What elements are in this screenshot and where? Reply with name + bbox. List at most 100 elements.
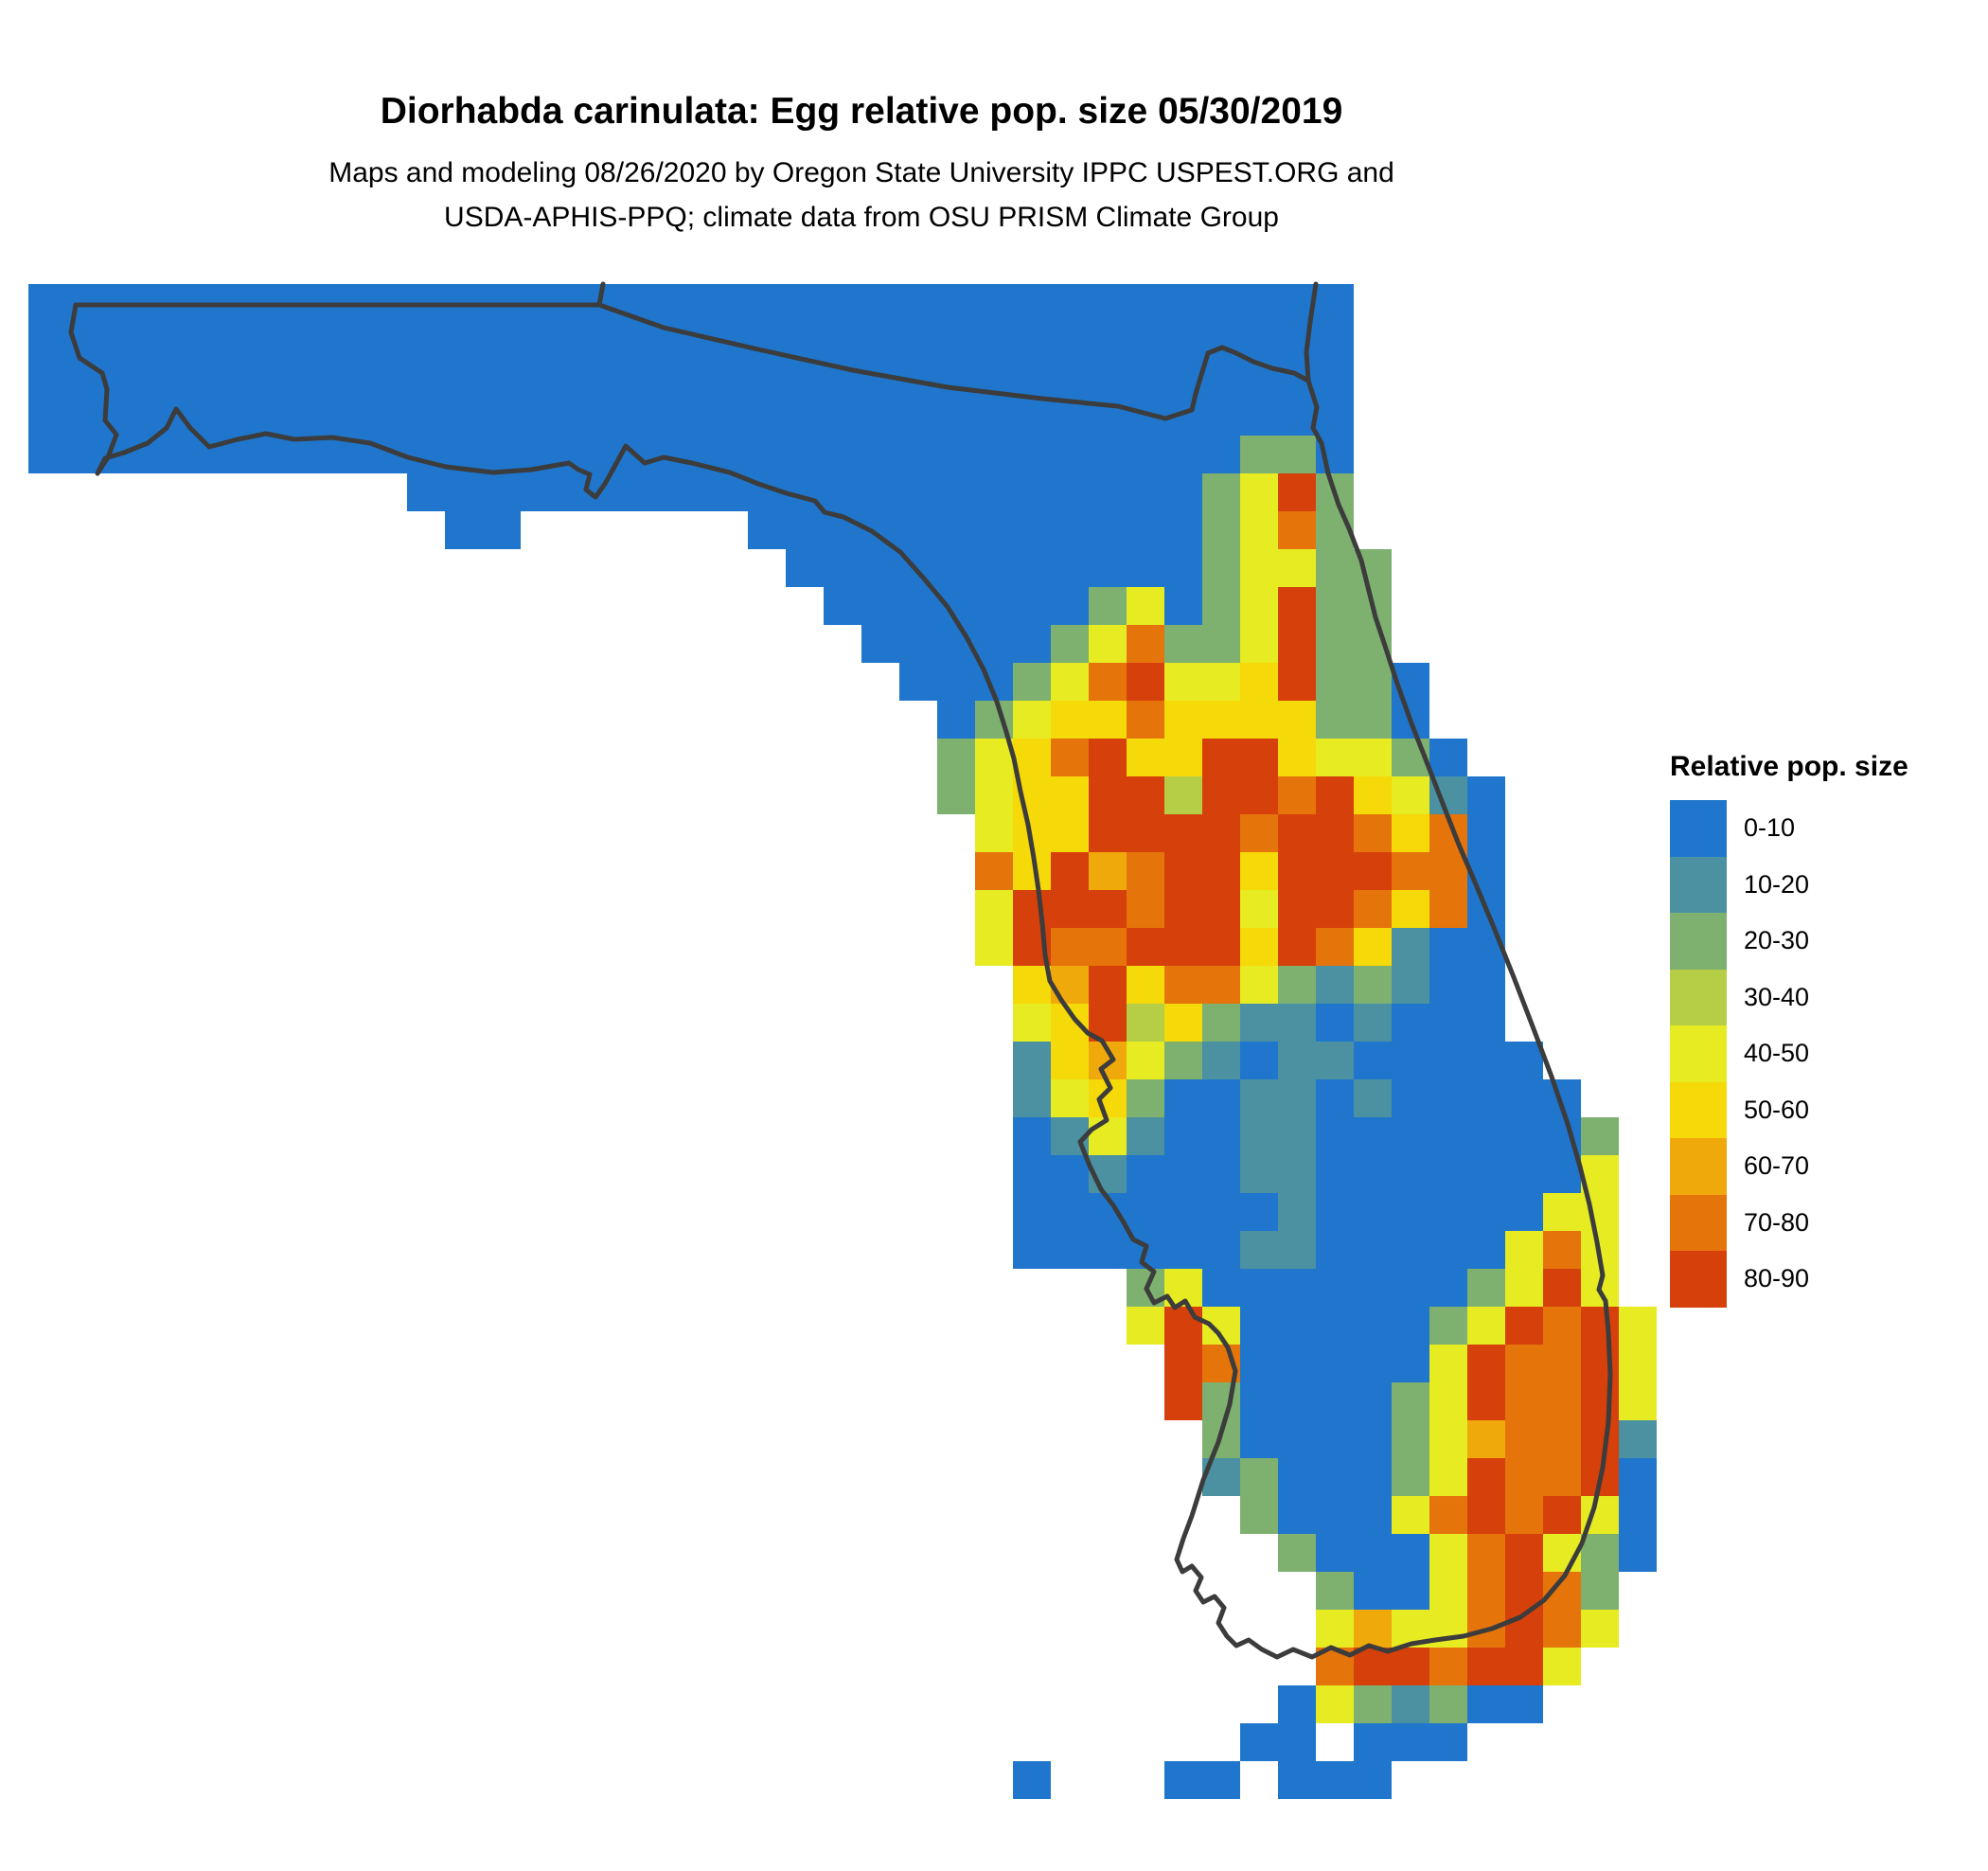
raster-cell [1429,1572,1467,1610]
raster-cell [1127,966,1164,1004]
raster-cell [1240,1382,1278,1420]
raster-cell [1316,776,1354,814]
raster-cell [1278,511,1316,549]
raster-cell [1467,1042,1505,1079]
raster-cell [1240,511,1278,549]
map-subtitle: Maps and modeling 08/26/2020 by Oregon S… [28,151,1695,240]
raster-cell [1164,663,1202,701]
raster-cell [937,663,975,701]
raster-cell [1429,1231,1467,1269]
raster-cell [1316,1685,1354,1723]
raster-cell [1278,1345,1316,1382]
raster-cell [1316,322,1354,360]
legend-item: 40-50 [1670,1025,1988,1082]
raster-cell [1619,1496,1657,1534]
raster-cell [899,436,937,473]
florida-coastline [68,281,1613,1660]
raster-cell [1127,511,1164,549]
raster-cell [1164,284,1202,322]
raster-cell [1278,1155,1316,1193]
raster-cell [937,776,975,814]
raster-cell [1505,1648,1543,1685]
raster-cell [1467,1079,1505,1117]
raster-cell [1467,1307,1505,1345]
raster-cell [1240,1079,1278,1117]
raster-cell [861,587,899,625]
raster-cell [1240,1345,1278,1382]
raster-cell [1467,1117,1505,1155]
raster-cell [710,473,748,511]
raster-cell [1240,1458,1278,1496]
raster-cell [1505,1345,1543,1382]
raster-grid [28,284,1657,1799]
legend-label: 10-20 [1744,869,1810,899]
raster-cell [1240,776,1278,814]
raster-cell [1240,549,1278,587]
raster-cell [1089,966,1127,1004]
raster-cell [1202,701,1240,739]
raster-cell [407,360,445,398]
raster-cell [1164,322,1202,360]
raster-cell [1429,1004,1467,1042]
raster-cell [1240,1193,1278,1231]
raster-cell [1202,739,1240,776]
raster-cell [1164,549,1202,587]
raster-cell [1278,1193,1316,1231]
raster-cell [1543,1231,1581,1269]
raster-cell [1505,1079,1543,1117]
raster-cell [1051,852,1089,890]
raster-cell [1354,1685,1392,1723]
legend-item: 70-80 [1670,1194,1988,1251]
raster-cell [1051,1042,1089,1079]
legend-label: 0-10 [1744,813,1796,843]
raster-cell [975,473,1013,511]
raster-cell [407,398,445,436]
raster-cell [1505,1458,1543,1496]
raster-cell [1278,1269,1316,1307]
raster-cell [1619,1307,1657,1345]
raster-cell [899,625,937,663]
raster-cell [1164,701,1202,739]
raster-cell [1467,1534,1505,1572]
raster-cell [1013,587,1051,625]
raster-cell [1127,1155,1164,1193]
raster-cell [1013,1761,1051,1799]
legend-item: 80-90 [1670,1251,1988,1308]
raster-cell [1013,1155,1051,1193]
raster-cell [1354,1382,1392,1420]
raster-cell [1316,663,1354,701]
raster-cell [899,663,937,701]
raster-cell [293,322,331,360]
raster-cell [256,322,293,360]
raster-cell [1202,284,1240,322]
raster-cell [1354,1723,1392,1761]
raster-cell [28,322,66,360]
raster-cell [1164,1079,1202,1117]
raster-cell [1164,1345,1202,1382]
raster-cell [672,284,710,322]
raster-cell [1581,1307,1619,1345]
raster-cell [1316,360,1354,398]
raster-cell [1127,1042,1164,1079]
raster-cell [1013,1193,1051,1231]
raster-cell [1619,1345,1657,1382]
raster-cell [1581,1572,1619,1610]
raster-cell [1127,284,1164,322]
raster-cell [899,587,937,625]
legend-label: 70-80 [1744,1207,1810,1237]
raster-cell [1127,625,1164,663]
raster-cell [975,928,1013,966]
raster-cell [1013,663,1051,701]
raster-cell [1051,890,1089,928]
raster-cell [1127,549,1164,587]
raster-cell [1127,852,1164,890]
raster-cell [1240,284,1278,322]
raster-cell [1013,322,1051,360]
raster-cell [1316,587,1354,625]
raster-cell [1505,1155,1543,1193]
raster-cell [293,360,331,398]
raster-cell [1429,1042,1467,1079]
raster-cell [1316,1382,1354,1420]
raster-cell [1505,1269,1543,1307]
raster-cell [1013,549,1051,587]
